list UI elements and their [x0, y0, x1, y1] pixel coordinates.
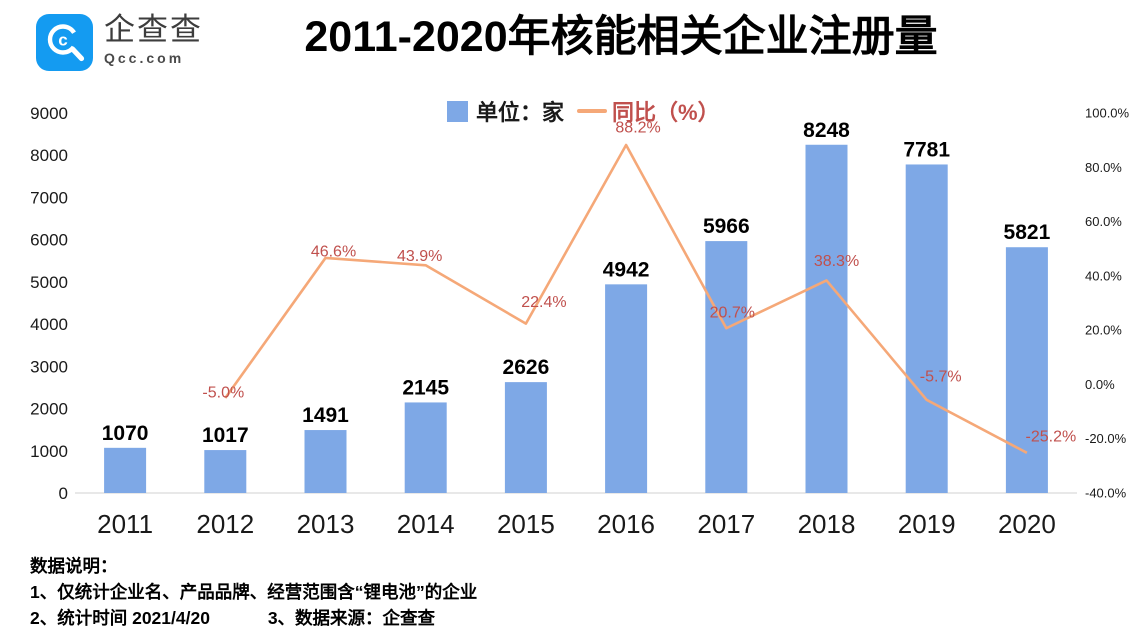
- chart-legend: 单位：家 同比（%）: [447, 95, 720, 127]
- brand-name-en: Qcc.com: [104, 49, 185, 66]
- magnifier-icon: c: [36, 14, 93, 71]
- bar-value-label-2011: 1070: [102, 422, 149, 445]
- x-tick-2016: 2016: [597, 509, 655, 539]
- chart-title: 2011-2020年核能相关企业注册量: [304, 13, 938, 61]
- bar-2018: [805, 144, 848, 494]
- bar-2020: [1005, 247, 1048, 493]
- right-axis-tick-20.0%: 20.0%: [1085, 323, 1122, 338]
- notes-heading: 数据说明：: [30, 556, 118, 576]
- right-axis-tick-40.0%: 40.0%: [1085, 268, 1122, 283]
- yoy-label-2015: 22.4%: [521, 294, 566, 311]
- left-axis-tick-8000: 8000: [30, 146, 68, 165]
- x-tick-2015: 2015: [497, 509, 555, 539]
- bar-2013: [304, 430, 347, 493]
- left-axis-tick-2000: 2000: [30, 400, 68, 419]
- x-tick-2012: 2012: [196, 509, 254, 539]
- right-axis-tick-100.0%: 100.0%: [1085, 106, 1130, 121]
- magnifier-ring: [47, 24, 79, 55]
- bar-2017: [705, 241, 748, 493]
- x-tick-2013: 2013: [297, 509, 355, 539]
- left-axis-tick-6000: 6000: [30, 231, 68, 250]
- right-axis-tick-0.0%: 0.0%: [1085, 377, 1115, 392]
- bar-2012: [204, 450, 247, 493]
- bar-2016: [605, 284, 648, 493]
- right-axis-tick--40.0%: -40.0%: [1085, 486, 1127, 501]
- note-line-3: 3、数据来源：企查查: [267, 608, 436, 628]
- line-legend-label: 同比（%）: [612, 100, 720, 125]
- left-axis-tick-0: 0: [59, 484, 68, 503]
- qcc-logo-icon: c: [36, 14, 93, 71]
- bar-2019: [905, 164, 948, 494]
- bar-2015: [504, 382, 547, 493]
- bar-legend-swatch: [447, 100, 468, 122]
- qcc-logo: c 企查查 Qcc.com: [36, 12, 203, 71]
- line-legend-swatch: [577, 109, 608, 113]
- x-tick-2014: 2014: [397, 509, 455, 539]
- left-axis-tick-3000: 3000: [30, 357, 68, 376]
- magnifier-c-glyph: c: [58, 31, 67, 50]
- yoy-label-2017: 20.7%: [710, 305, 755, 322]
- x-tick-2020: 2020: [998, 509, 1056, 539]
- bar-2011: [104, 447, 147, 493]
- yoy-label-2019: -5.7%: [920, 368, 962, 385]
- left-axis-tick-7000: 7000: [30, 188, 68, 207]
- brand-name-cn: 企查查: [104, 12, 203, 47]
- bar-value-label-2014: 2145: [402, 376, 449, 399]
- bar-value-label-2018: 8248: [803, 119, 850, 142]
- right-axis-tick-60.0%: 60.0%: [1085, 214, 1122, 229]
- bar-value-label-2015: 2626: [503, 356, 550, 379]
- bar-value-label-2017: 5966: [703, 215, 750, 238]
- x-tick-2011: 2011: [97, 509, 153, 539]
- yoy-label-2014: 43.9%: [397, 248, 442, 265]
- bar-value-label-2016: 4942: [603, 258, 650, 281]
- x-tick-2019: 2019: [898, 509, 956, 539]
- yoy-label-2016: 88.2%: [615, 120, 660, 137]
- yoy-label-2018: 38.3%: [814, 253, 859, 270]
- note-line-2: 2、统计时间 2021/4/20: [30, 608, 210, 628]
- logo-text: 企查查 Qcc.com: [104, 12, 203, 66]
- left-axis-tick-4000: 4000: [30, 315, 68, 334]
- bar-value-label-2013: 1491: [302, 404, 349, 427]
- bar-2014: [404, 402, 447, 493]
- yoy-label-2012: -5.0%: [202, 385, 244, 402]
- yoy-label-2013: 46.6%: [311, 243, 356, 260]
- bar-value-label-2019: 7781: [903, 138, 950, 161]
- data-notes: 数据说明： 1、仅统计企业名、产品品牌、经营范围含“锂电池”的企业 2、统计时间…: [30, 553, 477, 631]
- bar-value-label-2020: 5821: [1004, 221, 1051, 244]
- note-line-2-3: 2、统计时间 2021/4/20 3、数据来源：企查查: [30, 605, 477, 631]
- left-axis-tick-5000: 5000: [30, 273, 68, 292]
- yoy-line: [224, 143, 1028, 454]
- magnifier-handle: [69, 46, 85, 62]
- bar-value-label-2012: 1017: [202, 424, 249, 447]
- right-axis-tick-80.0%: 80.0%: [1085, 160, 1122, 175]
- note-line-1: 1、仅统计企业名、产品品牌、经营范围含“锂电池”的企业: [30, 582, 478, 602]
- chart-canvas: 0 1000 2000 3000 4000 5000 6000 7000 8000 9000 -40…: [30, 104, 1130, 539]
- right-axis-tick--20.0%: -20.0%: [1085, 431, 1127, 446]
- x-tick-2017: 2017: [697, 509, 755, 539]
- yoy-label-2020: -25.2%: [1026, 428, 1077, 445]
- x-tick-2018: 2018: [798, 509, 856, 539]
- left-axis-tick-9000: 9000: [30, 104, 68, 123]
- bar-legend-label: 单位：家: [476, 100, 565, 125]
- left-axis-tick-1000: 1000: [30, 442, 68, 461]
